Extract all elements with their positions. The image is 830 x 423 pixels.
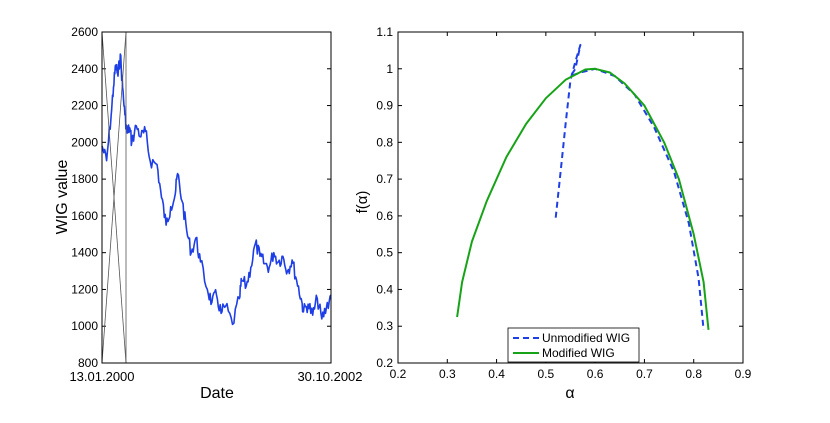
spectrum-y-tick-label: 0.8 <box>376 135 393 149</box>
wig-y-tick-label: 2200 <box>71 99 98 113</box>
wig-y-axis-label: WIG value <box>54 160 71 235</box>
spectrum-x-tick-label: 0.6 <box>587 367 604 381</box>
wig-x-tick-start: 13.01.2000 <box>69 369 134 384</box>
spectrum-y-tick-label: 1 <box>386 62 393 76</box>
spectrum-plot-frame <box>397 31 744 364</box>
cross-line-2 <box>101 31 127 364</box>
wig-y-ticks: 800 1000 1200 1400 1600 1800 2000 2200 2400 2600 <box>71 25 331 370</box>
spectrum-x-tick-label: 0.8 <box>685 367 702 381</box>
wig-y-tick-label: 2400 <box>71 62 98 76</box>
spectrum-y-tick-label: 0.6 <box>376 209 393 223</box>
wig-y-tick-label: 1000 <box>71 319 98 333</box>
spectrum-legend: Unmodified WIG Modified WIG <box>507 327 640 363</box>
spectrum-plot-area <box>398 32 743 363</box>
spectrum-chart: 0.2 0.3 0.4 0.5 0.6 0.7 0.8 0.9 0.2 0.3 0.4 0.5 0.6… <box>354 25 752 402</box>
wig-cross-lines <box>101 31 127 364</box>
spectrum-x-axis-label: α <box>565 385 574 402</box>
legend-box <box>507 327 640 363</box>
spectrum-x-tick-label: 0.3 <box>439 367 456 381</box>
wig-y-tick-label: 800 <box>78 356 98 370</box>
spectrum-series <box>456 43 710 331</box>
spectrum-x-tick-label: 0.4 <box>488 367 505 381</box>
wig-x-tick-end: 30.10.2002 <box>297 369 362 384</box>
legend-label-unmodified: Unmodified WIG <box>542 331 630 345</box>
spectrum-y-tick-label: 0.5 <box>376 246 393 260</box>
spectrum-series-modified <box>456 67 710 331</box>
spectrum-y-tick-label: 0.4 <box>376 282 393 296</box>
wig-y-tick-label: 2600 <box>71 25 98 39</box>
spectrum-y-tick-label: 0.2 <box>376 356 393 370</box>
wig-y-tick-label: 1800 <box>71 172 98 186</box>
wig-chart: 800100012001400160018002000220024002600 … <box>54 25 363 402</box>
spectrum-x-ticks: 0.2 0.3 0.4 0.5 0.6 0.7 0.8 0.9 <box>390 32 752 381</box>
wig-y-tick-label: 2000 <box>71 135 98 149</box>
wig-plot-frame <box>101 31 332 364</box>
legend-label-modified: Modified WIG <box>542 346 615 360</box>
spectrum-x-tick-label: 0.9 <box>735 367 752 381</box>
wig-y-tick-label: 1200 <box>71 282 98 296</box>
spectrum-y-tick-label: 0.3 <box>376 319 393 333</box>
spectrum-y-tick-label: 1.1 <box>376 25 393 39</box>
wig-series-line <box>101 53 332 326</box>
wig-y-tick-label: 1400 <box>71 246 98 260</box>
spectrum-x-tick-label: 0.7 <box>636 367 653 381</box>
wig-y-tick-label: 1600 <box>71 209 98 223</box>
wig-x-axis-label: Date <box>200 385 234 402</box>
spectrum-y-ticks: 0.2 0.3 0.4 0.5 0.6 0.7 0.8 0.9 1 1.1 <box>376 25 743 370</box>
spectrum-x-tick-label: 0.5 <box>538 367 555 381</box>
spectrum-x-tick-label: 0.2 <box>390 367 407 381</box>
spectrum-y-tick-label: 0.7 <box>376 172 393 186</box>
spectrum-y-axis-label: f(α) <box>354 191 371 214</box>
wig-series <box>101 53 332 326</box>
spectrum-y-tick-label: 0.9 <box>376 99 393 113</box>
wig-plot-area <box>102 32 331 363</box>
spectrum-series-unmodified <box>554 43 705 330</box>
